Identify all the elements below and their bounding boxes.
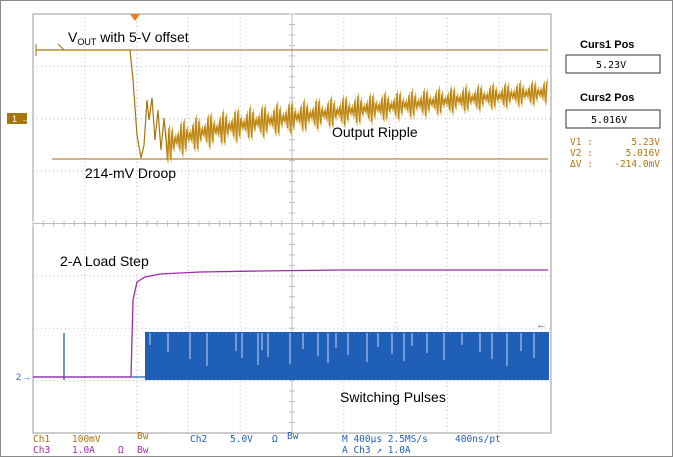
- curs1-pos-box[interactable]: [565, 54, 661, 74]
- curs2-pos-box[interactable]: [565, 109, 661, 129]
- switching-pulses-annotation: Switching Pulses: [340, 389, 446, 405]
- ch1-marker-label: 1: [12, 114, 17, 124]
- ch3-scale[interactable]: 1.0A: [72, 445, 95, 456]
- v1-value: 5.23V: [631, 137, 660, 148]
- ch2-scale[interactable]: 5.0V: [230, 434, 253, 445]
- curs2-pos-title: Curs2 Pos: [580, 92, 634, 104]
- ch2-ohm-icon: Ω: [272, 434, 278, 445]
- load-step-annotation: 2-A Load Step: [60, 253, 149, 269]
- droop-annotation: 214-mV Droop: [85, 165, 176, 181]
- ch1-output-voltage: [36, 49, 548, 161]
- ch2-bw-icon: Bw: [287, 431, 299, 442]
- ch1-status-label: Ch1: [33, 434, 50, 445]
- output-ripple-annotation: Output Ripple: [332, 124, 418, 140]
- trigger-position-icon[interactable]: [130, 14, 140, 21]
- delta-v-value: -214.0mV: [614, 159, 660, 170]
- ch1-bw-icon: Bw: [137, 431, 149, 442]
- curs1-pos-title: Curs1 Pos: [580, 39, 634, 51]
- vout-annotation: VOUT with 5-V offset: [68, 29, 189, 47]
- ch3-ohm-icon: Ω: [118, 445, 124, 456]
- ch1-marker-arrow-icon: →: [21, 114, 30, 124]
- ch1-marker-badge[interactable]: [7, 113, 27, 124]
- v2-label: V2 :: [570, 148, 593, 159]
- ch1-scale[interactable]: 100mV: [72, 434, 101, 445]
- ch2-marker-label[interactable]: 2: [16, 372, 21, 382]
- ch3-marker-arrow-icon[interactable]: ←: [536, 319, 547, 331]
- ch2-marker-arrow-icon: →: [22, 372, 31, 382]
- ch3-status-label: Ch3: [33, 445, 50, 456]
- waveform-traces: [33, 49, 549, 380]
- ch2-switching-block: [145, 332, 549, 380]
- ch3-load-current: [33, 269, 548, 378]
- graticule-grid: [32, 13, 551, 433]
- ch2-status-label: Ch2: [190, 434, 207, 445]
- ch1-output-voltage-persist: [164, 78, 548, 164]
- v1-label: V1 :: [570, 137, 593, 148]
- v2-value: 5.016V: [626, 148, 661, 159]
- delta-v-label: ΔV :: [570, 159, 593, 170]
- trigger-readout[interactable]: A Ch3 ↗ 1.0A: [342, 445, 411, 456]
- ch3-bw-icon: Bw: [137, 445, 149, 456]
- resolution-readout: 400ns/pt: [455, 434, 501, 445]
- curs1-pos-value: 5.23V: [596, 60, 626, 71]
- curs2-pos-value: 5.016V: [591, 115, 627, 126]
- timebase-readout[interactable]: M 400μs 2.5MS/s: [342, 434, 428, 445]
- cursor-1-arrow: [57, 43, 65, 51]
